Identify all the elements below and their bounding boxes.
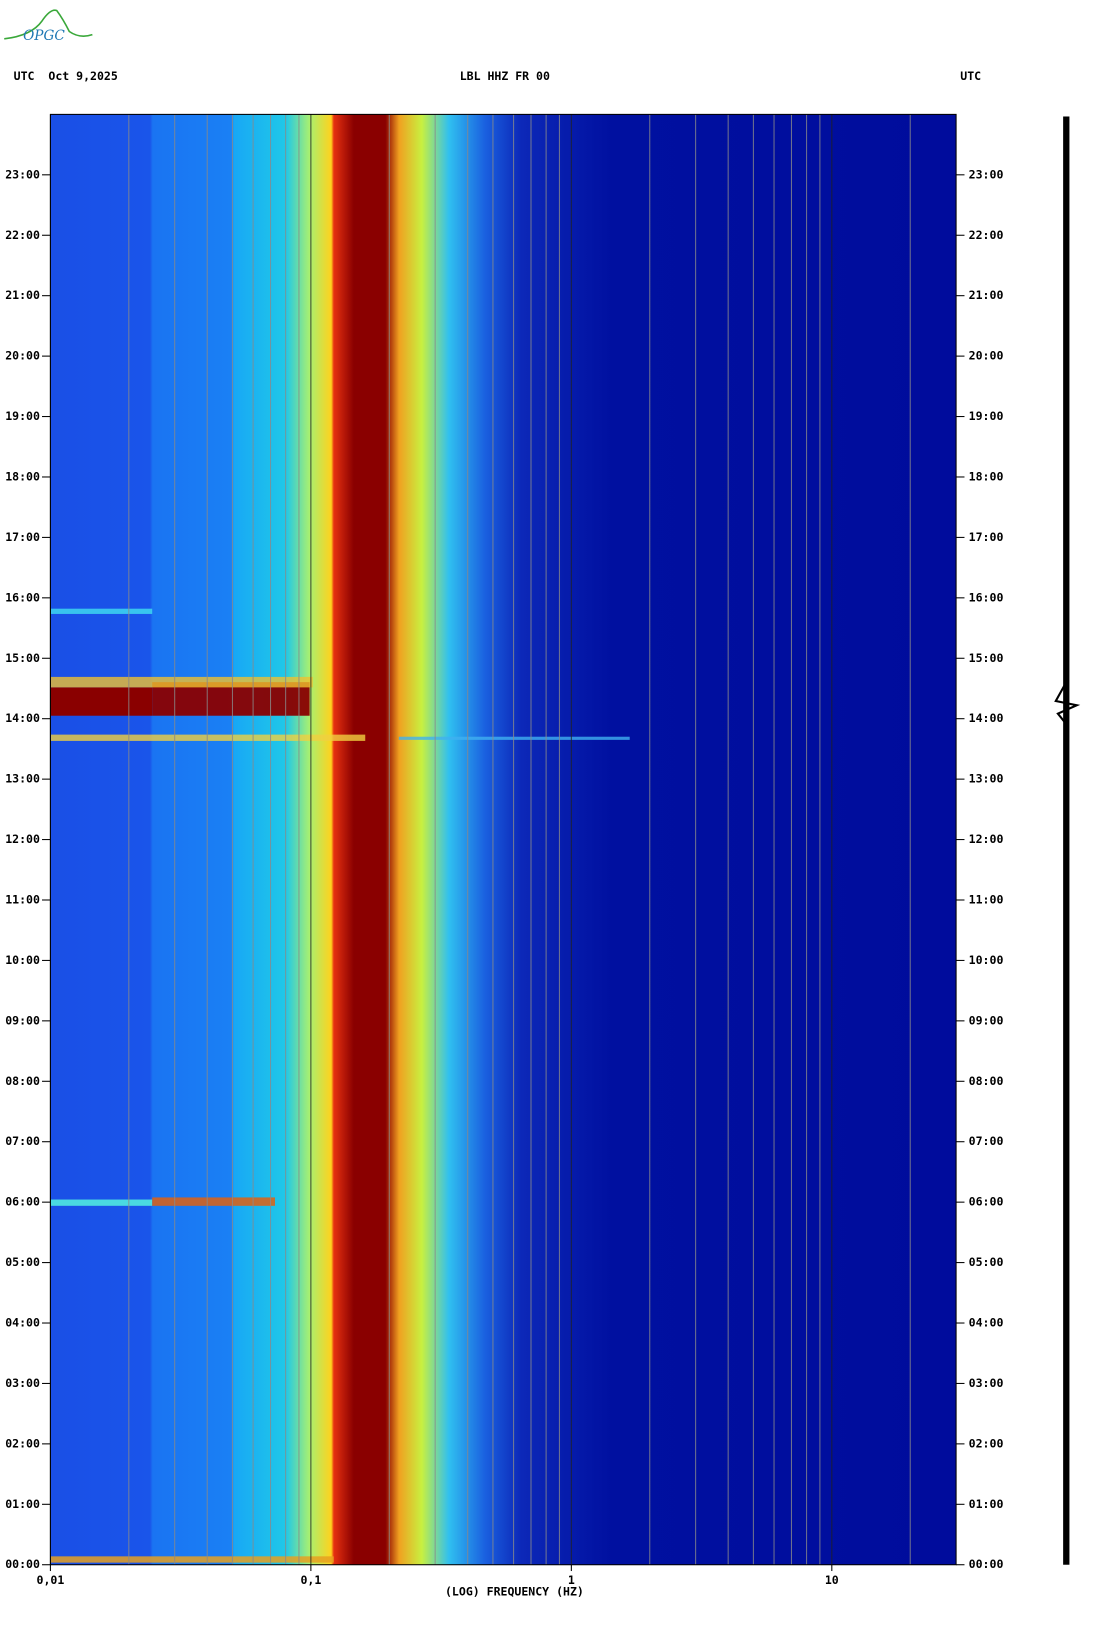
event-band <box>50 687 153 716</box>
event-line <box>152 1197 275 1206</box>
y-tick-label-right: 11:00 <box>969 892 1004 906</box>
y-tick-label: 18:00 <box>5 469 40 483</box>
y-tick-label: 05:00 <box>5 1255 40 1269</box>
y-tick-label-right: 00:00 <box>969 1557 1004 1571</box>
logo: OPGC <box>4 9 93 44</box>
y-tick-label-right: 14:00 <box>969 711 1004 725</box>
y-tick-label: 22:00 <box>5 228 40 242</box>
y-tick-label: 03:00 <box>5 1376 40 1390</box>
x-axis-label: (LOG) FREQUENCY (HZ) <box>445 1585 584 1599</box>
event-band <box>50 676 313 688</box>
y-tick-label: 21:00 <box>5 288 40 302</box>
y-tick-label: 12:00 <box>5 832 40 846</box>
y-tick-label: 00:00 <box>5 1557 40 1571</box>
y-tick-label-right: 02:00 <box>969 1436 1004 1450</box>
y-tick-label-right: 09:00 <box>969 1013 1004 1027</box>
y-tick-label: 11:00 <box>5 892 40 906</box>
y-tick-label-right: 01:00 <box>969 1497 1004 1511</box>
y-tick-label-right: 05:00 <box>969 1255 1004 1269</box>
event-line <box>50 734 366 741</box>
event-line <box>50 1556 334 1563</box>
x-tick-label: 0,01 <box>37 1573 65 1587</box>
y-tick-label: 14:00 <box>5 711 40 725</box>
y-tick-label: 02:00 <box>5 1436 40 1450</box>
x-tick-label: 10 <box>825 1573 839 1587</box>
event-band <box>152 682 310 716</box>
y-tick-label: 17:00 <box>5 530 40 544</box>
date-label: UTC Oct 9,2025 <box>14 69 118 83</box>
y-tick-label: 19:00 <box>5 409 40 423</box>
y-tick-label-right: 23:00 <box>969 167 1004 181</box>
y-tick-label-right: 07:00 <box>969 1134 1004 1148</box>
y-tick-label-right: 20:00 <box>969 349 1004 363</box>
y-tick-label: 15:00 <box>5 651 40 665</box>
y-tick-label-right: 12:00 <box>969 832 1004 846</box>
event-line <box>398 736 630 740</box>
waveform-trace <box>1063 116 1070 1565</box>
y-tick-label-right: 10:00 <box>969 953 1004 967</box>
y-tick-label: 13:00 <box>5 772 40 786</box>
y-tick-label-right: 06:00 <box>969 1195 1004 1209</box>
y-tick-label-right: 19:00 <box>969 409 1004 423</box>
y-tick-label: 10:00 <box>5 953 40 967</box>
spectrogram-field <box>50 114 957 1565</box>
y-tick-label-right: 13:00 <box>969 772 1004 786</box>
right-label: UTC <box>960 69 981 83</box>
y-tick-label-right: 04:00 <box>969 1316 1004 1330</box>
y-tick-label-right: 21:00 <box>969 288 1004 302</box>
x-tick-label: 1 <box>568 1573 575 1587</box>
y-tick-label: 23:00 <box>5 167 40 181</box>
y-tick-label-right: 03:00 <box>969 1376 1004 1390</box>
y-tick-label-right: 16:00 <box>969 590 1004 604</box>
logo-text: OPGC <box>23 28 65 44</box>
y-tick-label-right: 18:00 <box>969 469 1004 483</box>
y-tick-label: 08:00 <box>5 1074 40 1088</box>
waveform <box>1054 116 1081 1565</box>
y-tick-label: 09:00 <box>5 1013 40 1027</box>
event-line <box>50 608 153 614</box>
y-tick-label: 06:00 <box>5 1195 40 1209</box>
y-tick-label: 01:00 <box>5 1497 40 1511</box>
logo-curve <box>4 9 93 40</box>
y-tick-label: 07:00 <box>5 1134 40 1148</box>
axes: 0,01 0,1 1 10 00:00 00:00 01:00 01:00 02:00 02:00… <box>5 167 1003 1587</box>
y-tick-label: 16:00 <box>5 590 40 604</box>
waveform-event <box>1054 681 1081 725</box>
x-tick-label: 0,1 <box>300 1573 321 1587</box>
chart-title: LBL HHZ FR 00 <box>460 69 550 83</box>
y-tick-label-right: 15:00 <box>969 651 1004 665</box>
y-tick-label-right: 17:00 <box>969 530 1004 544</box>
event-line <box>50 1199 153 1206</box>
spectrogram <box>50 114 957 1565</box>
y-tick-label: 04:00 <box>5 1316 40 1330</box>
y-tick-label: 20:00 <box>5 349 40 363</box>
y-tick-label-right: 22:00 <box>969 228 1004 242</box>
y-tick-label-right: 08:00 <box>969 1074 1004 1088</box>
